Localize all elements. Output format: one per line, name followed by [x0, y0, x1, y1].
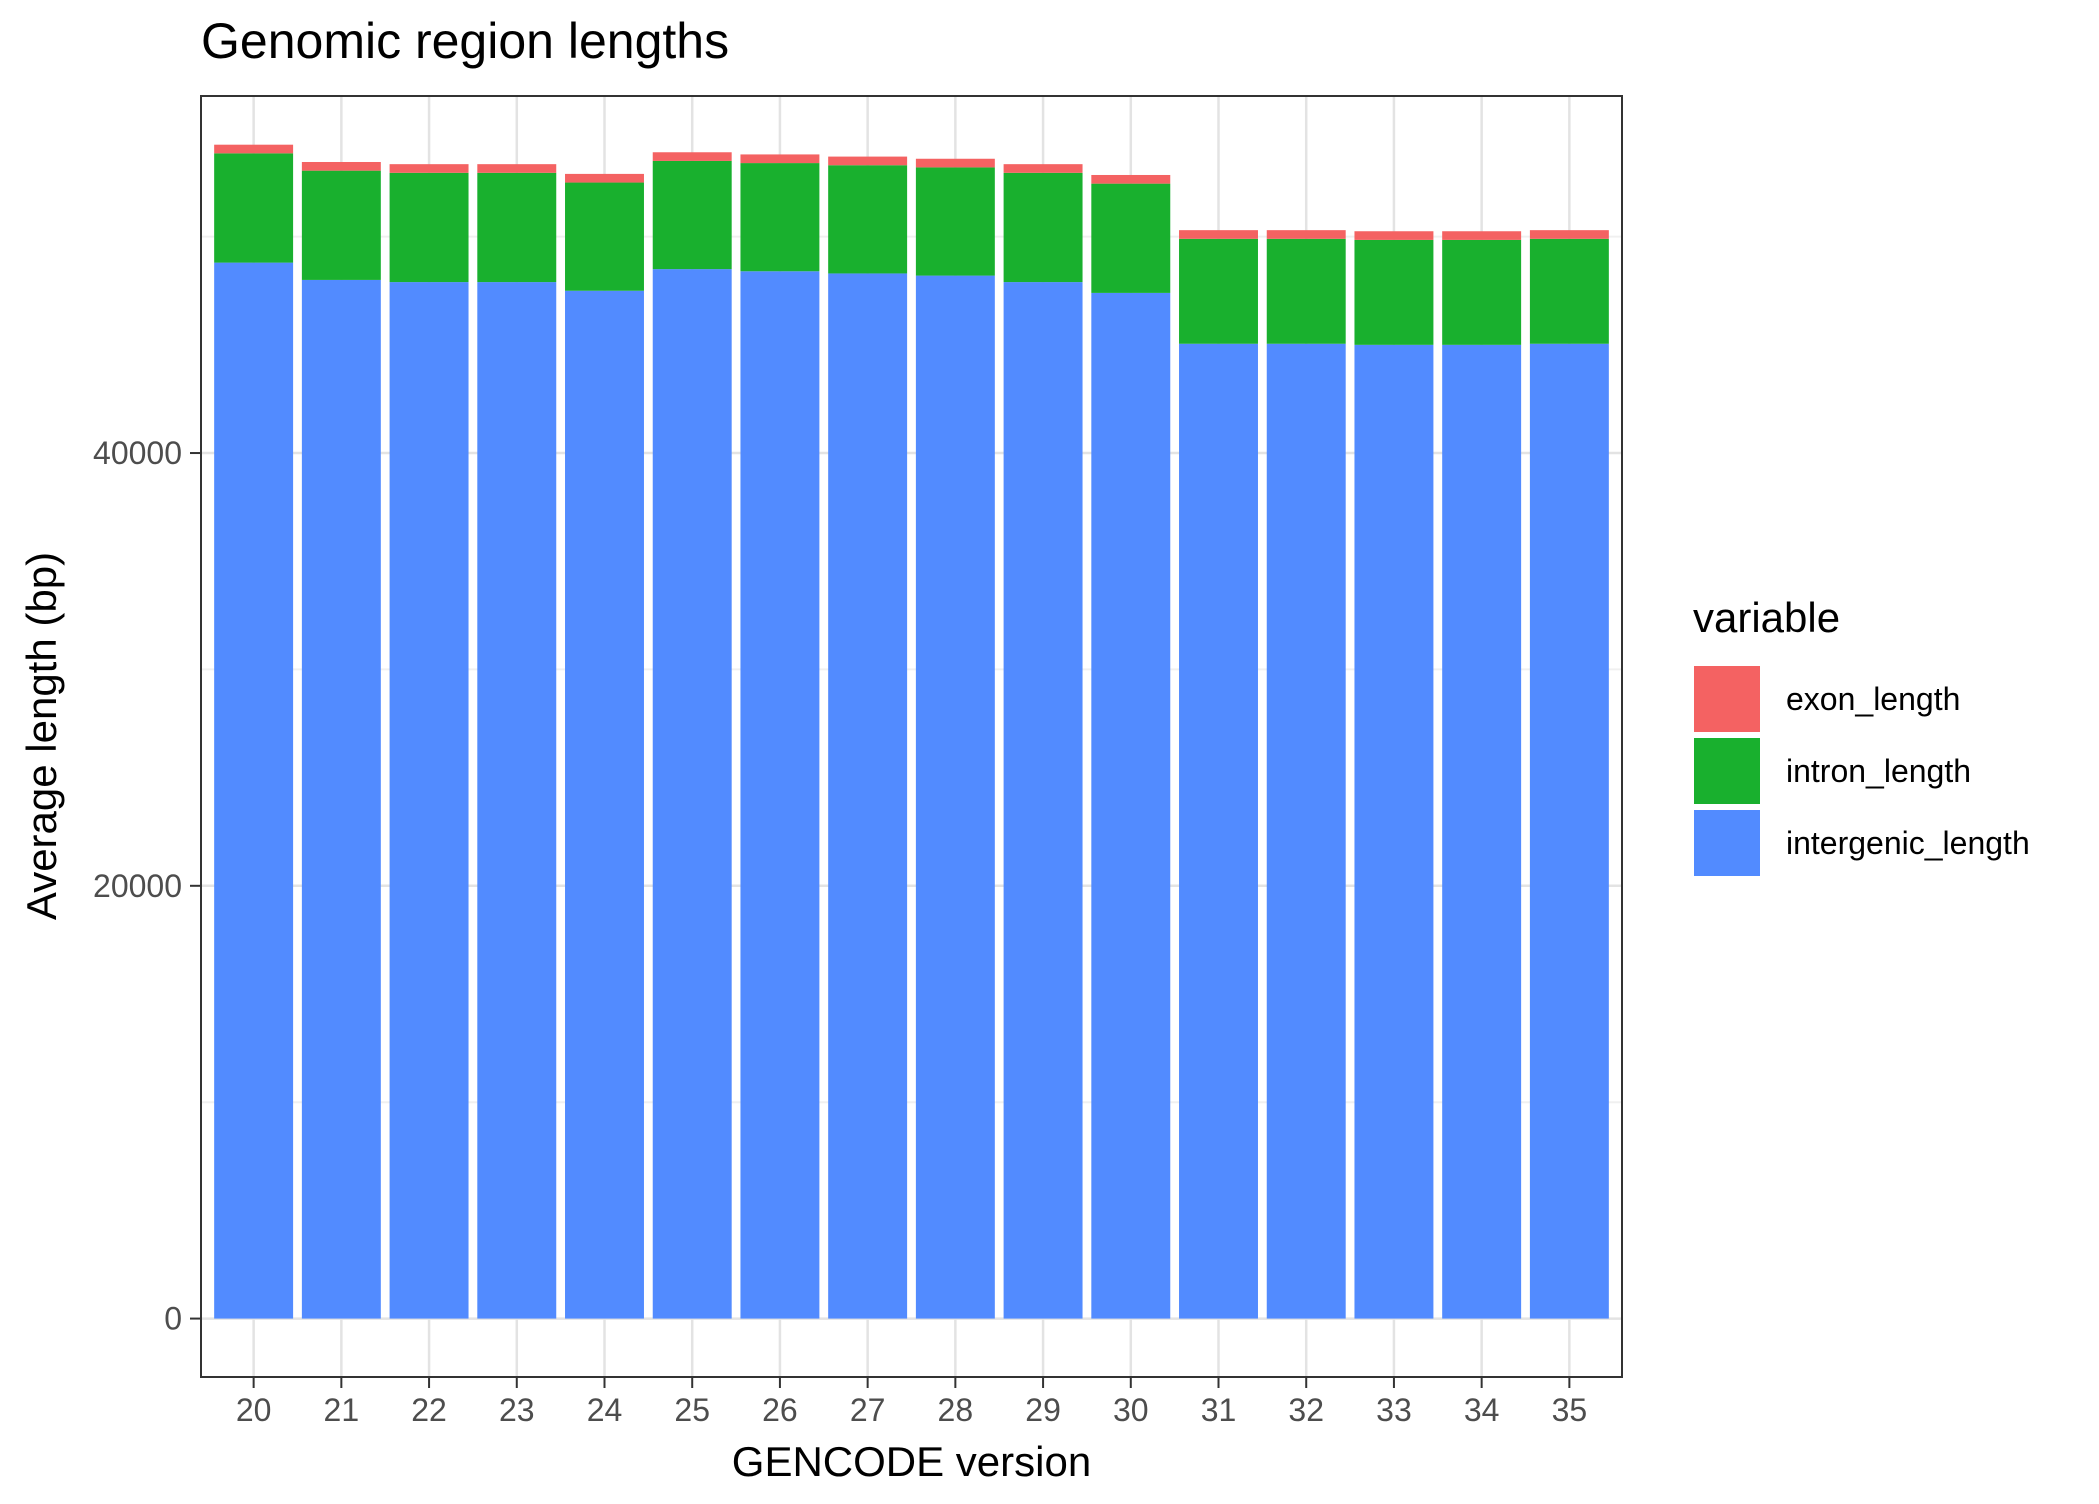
- bar-exon-length-30: [1091, 174, 1171, 184]
- bar-exon-length-20: [214, 144, 294, 154]
- bar-intron-length-32: [1266, 238, 1346, 344]
- bar-intergenic-length-25: [652, 269, 732, 1319]
- legend: variable exon_length intron_lengthinterge…: [1693, 594, 2030, 876]
- chart-title: Genomic region lengths: [201, 13, 729, 69]
- plot-panel-border: [200, 95, 1623, 1378]
- bar-exon-length-28: [915, 158, 995, 168]
- bar-intergenic-length-21: [301, 279, 381, 1319]
- bar-intron-length-29: [1003, 172, 1083, 283]
- x-tick-label: 33: [1376, 1392, 1412, 1428]
- x-tick-label: 28: [938, 1392, 974, 1428]
- bar-intergenic-length-28: [915, 275, 995, 1319]
- bar-intergenic-length-34: [1442, 344, 1522, 1319]
- y-tick-label: 0: [164, 1301, 182, 1337]
- x-tick-label: 30: [1113, 1392, 1149, 1428]
- bar-intron-length-25: [652, 160, 732, 270]
- bar-intergenic-length-30: [1091, 292, 1171, 1319]
- y-axis: 0 20000 40000: [93, 435, 201, 1337]
- bar-intron-length-35: [1529, 238, 1609, 344]
- bar-intergenic-length-32: [1266, 343, 1346, 1319]
- bar-intron-length-34: [1442, 239, 1522, 345]
- x-tick-label: 34: [1464, 1392, 1500, 1428]
- bar-intron-length-23: [477, 172, 557, 283]
- bar-intron-length-30: [1091, 183, 1171, 293]
- x-tick-label: 32: [1288, 1392, 1324, 1428]
- bars: [214, 144, 1609, 1319]
- bar-intron-length-21: [301, 170, 381, 280]
- bar-exon-length-31: [1179, 230, 1258, 239]
- x-tick-label: 24: [587, 1392, 623, 1428]
- x-tick-label: 25: [674, 1392, 710, 1428]
- x-tick-label: 26: [762, 1392, 798, 1428]
- bar-exon-length-34: [1442, 231, 1522, 240]
- bar-intergenic-length-33: [1354, 344, 1434, 1319]
- bar-intergenic-length-23: [477, 282, 557, 1319]
- bar-exon-length-35: [1529, 230, 1609, 239]
- bar-intron-length-22: [389, 172, 469, 283]
- x-axis: 20 21 22 23 24 25 26 27 28 29 30 31 32 33 34 35: [236, 1377, 1587, 1428]
- bar-exon-length-29: [1003, 164, 1083, 173]
- bar-intron-length-26: [740, 163, 820, 272]
- legend-key-intergenic-length: [1694, 810, 1760, 876]
- bar-intron-length-31: [1179, 238, 1258, 344]
- bar-intergenic-length-27: [828, 273, 908, 1319]
- x-tick-label: 21: [324, 1392, 360, 1428]
- bar-exon-length-25: [652, 152, 732, 161]
- x-tick-label: 31: [1201, 1392, 1237, 1428]
- x-axis-title: GENCODE version: [732, 1438, 1091, 1485]
- bar-intergenic-length-31: [1179, 343, 1258, 1319]
- bar-intergenic-length-22: [389, 282, 469, 1319]
- bar-exon-length-21: [301, 161, 381, 171]
- y-tick-label: 20000: [93, 868, 182, 904]
- y-tick-label: 40000: [93, 435, 182, 471]
- legend-key-intron-length: [1694, 738, 1760, 804]
- x-tick-label: 23: [499, 1392, 535, 1428]
- bar-intergenic-length-29: [1003, 282, 1083, 1319]
- x-tick-label: 35: [1552, 1392, 1588, 1428]
- x-tick-label: 20: [236, 1392, 272, 1428]
- legend-key-exon-length: [1694, 666, 1760, 732]
- legend-label: intergenic_length: [1786, 825, 2030, 861]
- bar-exon-length-26: [740, 154, 820, 164]
- x-tick-label: 22: [411, 1392, 447, 1428]
- legend-label: exon_length: [1786, 681, 1960, 717]
- x-tick-label: 27: [850, 1392, 886, 1428]
- legend-title: variable: [1693, 594, 1840, 641]
- legend-label: intron_length: [1786, 753, 1971, 789]
- y-axis-title: Average length (bp): [18, 552, 65, 920]
- bar-intergenic-length-20: [214, 262, 294, 1319]
- bar-intron-length-24: [565, 182, 644, 291]
- bar-exon-length-22: [389, 164, 469, 173]
- bar-intron-length-28: [915, 167, 995, 276]
- bar-exon-length-27: [828, 156, 908, 166]
- bar-intergenic-length-26: [740, 271, 820, 1319]
- bar-exon-length-24: [565, 173, 644, 183]
- bar-intron-length-27: [828, 165, 908, 274]
- bar-exon-length-23: [477, 164, 557, 173]
- bar-intron-length-20: [214, 153, 294, 263]
- bar-exon-length-32: [1266, 230, 1346, 239]
- x-tick-label: 29: [1025, 1392, 1061, 1428]
- bar-exon-length-33: [1354, 231, 1434, 240]
- bar-intergenic-length-24: [565, 290, 644, 1319]
- bar-intergenic-length-35: [1529, 343, 1609, 1319]
- bar-intron-length-33: [1354, 239, 1434, 345]
